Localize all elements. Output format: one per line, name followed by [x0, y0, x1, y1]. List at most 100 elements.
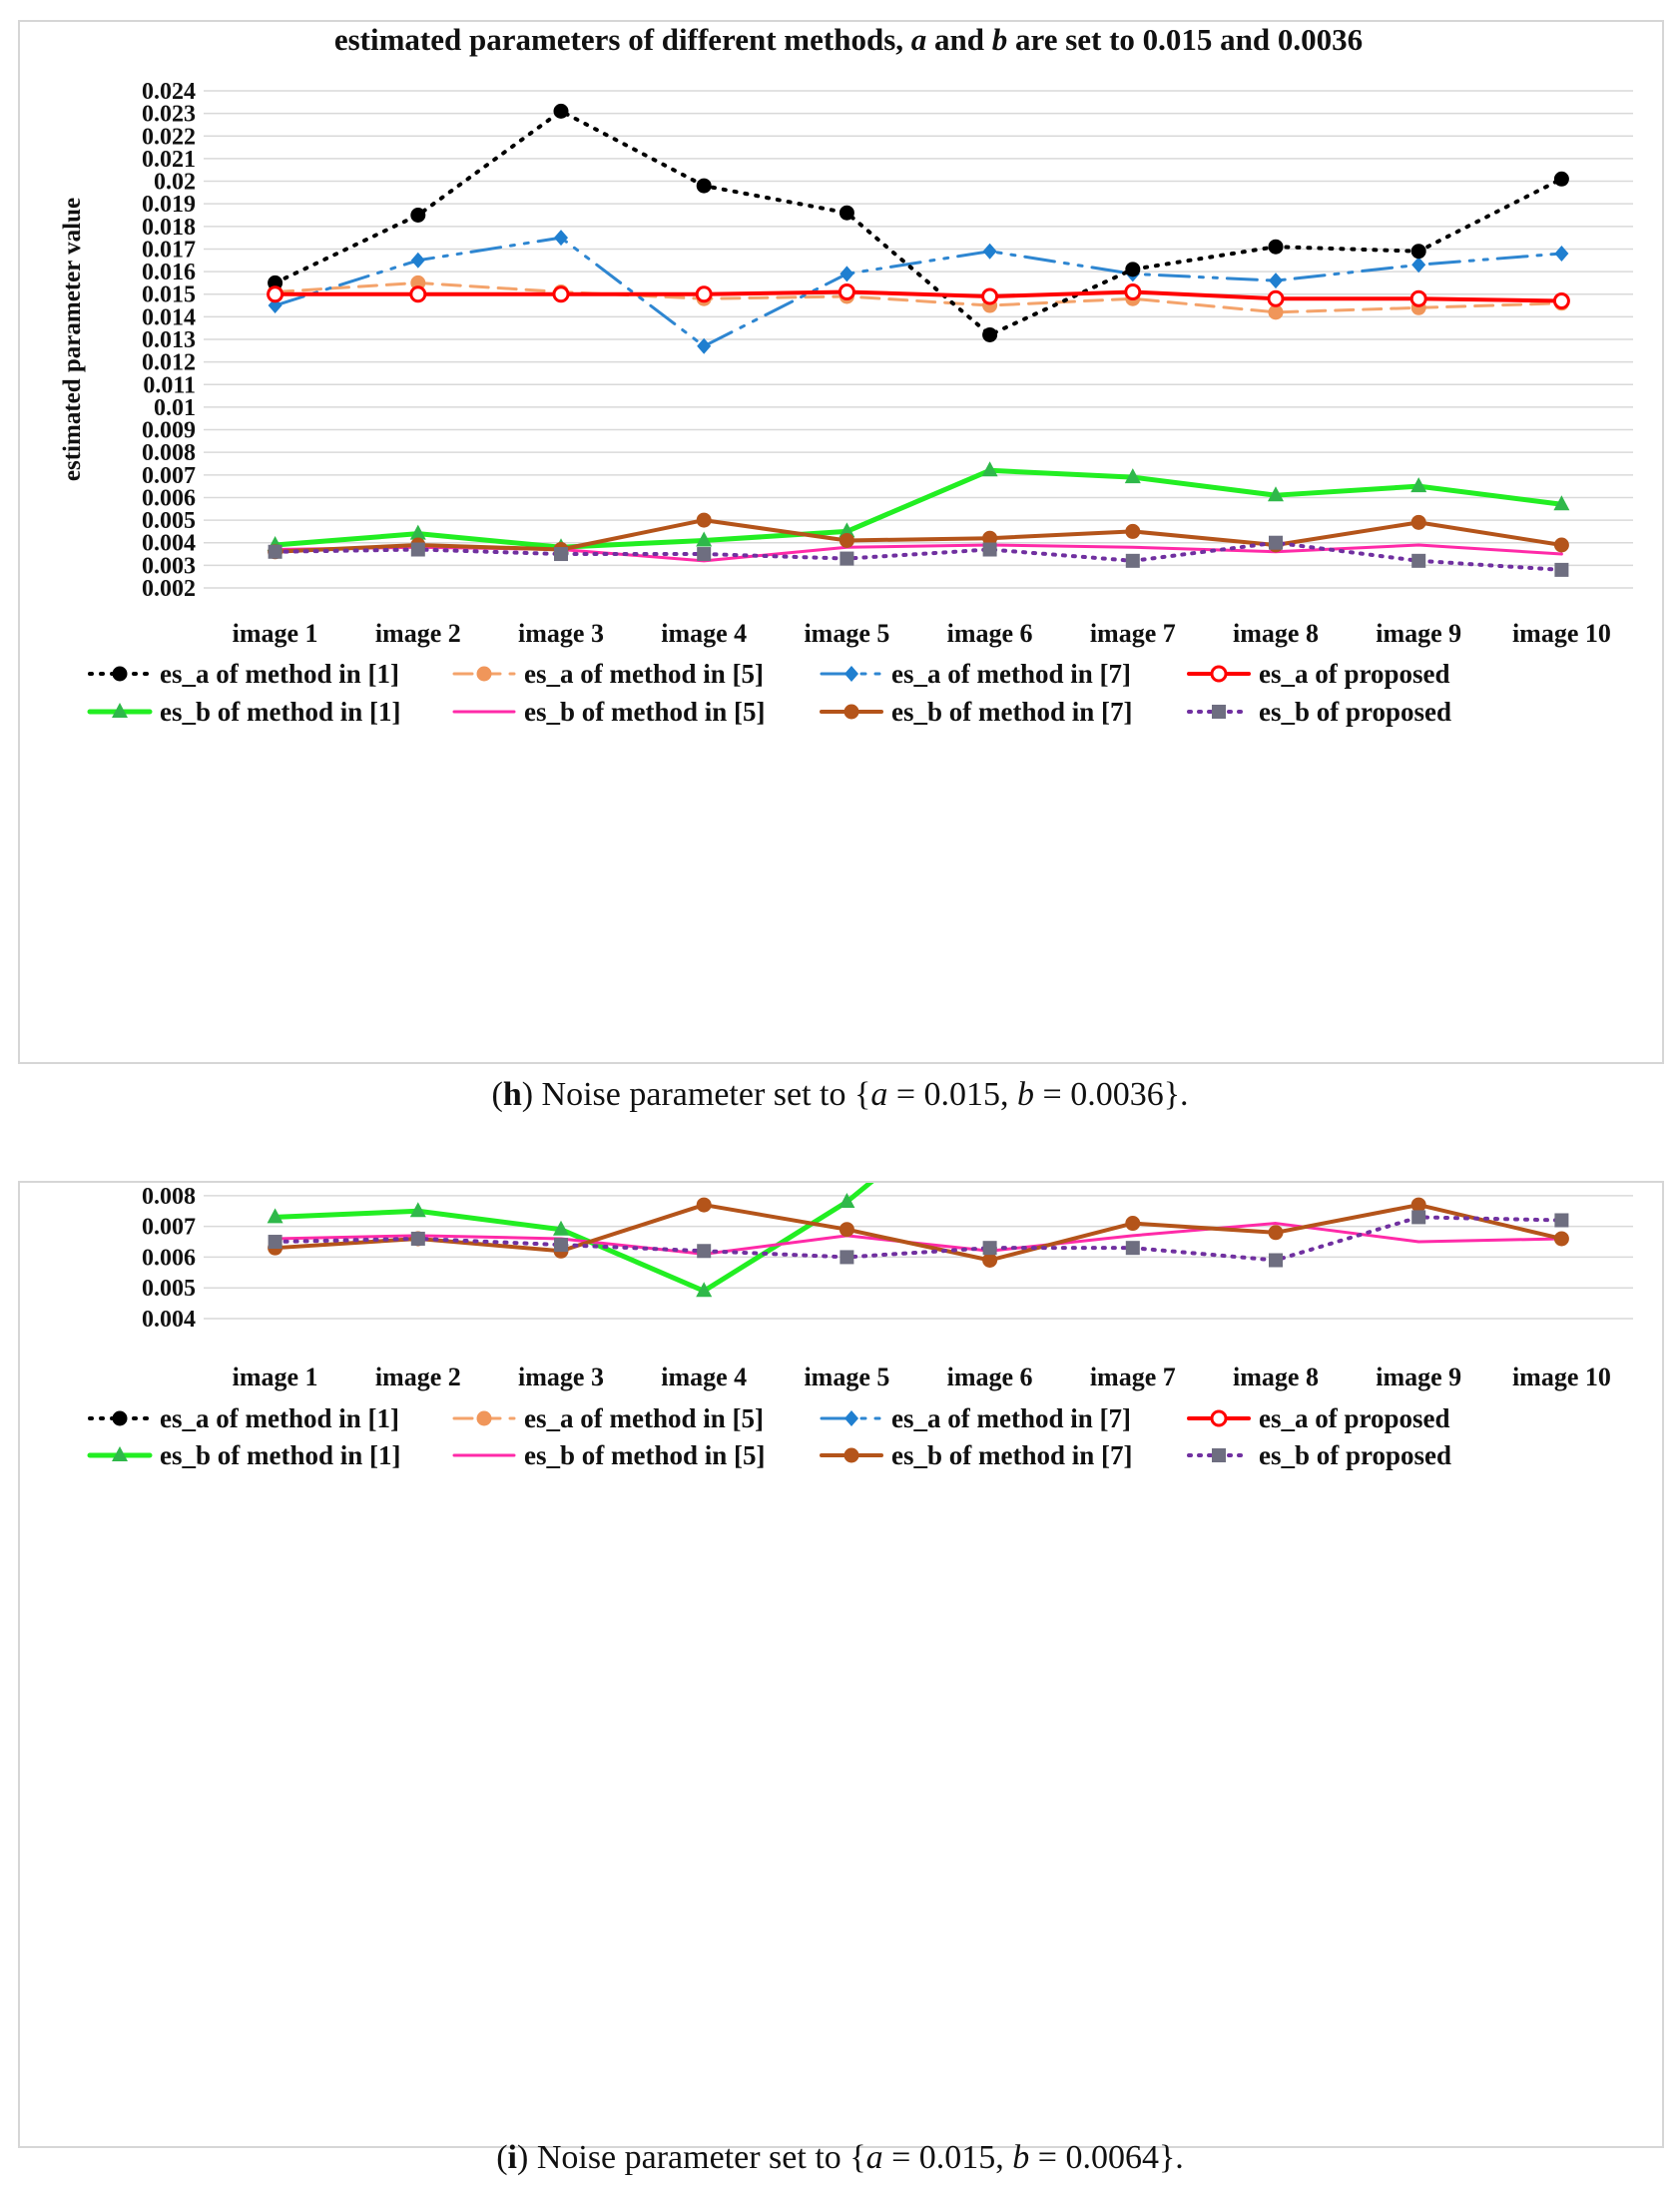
y-tick-label: 0.004 — [142, 531, 196, 557]
x-tick-label: image 2 — [375, 619, 461, 648]
data-point-es_b_m7 — [1410, 514, 1426, 530]
data-point-es_b_m1 — [696, 1282, 713, 1298]
caption-var-a: a — [870, 1076, 888, 1113]
caption-var-b: b — [1017, 1076, 1035, 1113]
data-point-es_b_m7 — [696, 1197, 712, 1213]
y-tick-label: 0.008 — [142, 1184, 196, 1210]
legend-label: es_a of proposed — [1259, 1403, 1450, 1433]
data-point-es_a_m7 — [840, 266, 854, 282]
series-line-es_b_m5 — [274, 1222, 1563, 1256]
x-tick-label: image 4 — [661, 619, 747, 648]
data-point-es_b_prop — [554, 1238, 568, 1253]
chart-panel-i: estimated parameters of different method… — [18, 686, 1664, 2148]
caption-var-b: b — [1012, 2139, 1030, 2176]
data-point-es_b_prop — [982, 542, 997, 557]
series-line-es_a_m1 — [273, 109, 1564, 337]
data-point-es_a_m5 — [1268, 304, 1284, 320]
line-chart-i: estimated parameters of different method… — [59, 686, 1633, 1470]
x-tick-label: image 10 — [1512, 619, 1611, 648]
series-line-es_a_m5 — [274, 280, 1563, 314]
data-point-es_b_prop — [1125, 1241, 1140, 1256]
data-point-es_b_m1 — [1410, 477, 1427, 493]
legend-marker-es_b_m1 — [112, 1446, 128, 1461]
y-tick-label: 0.015 — [142, 282, 196, 308]
data-point-es_b_m7 — [696, 512, 712, 528]
y-tick-label: 0.022 — [142, 124, 196, 150]
data-point-es_a_m7 — [697, 337, 712, 354]
x-tick-label: image 6 — [947, 1363, 1033, 1391]
data-point-es_a_m1 — [1125, 262, 1141, 277]
x-tick-label: image 3 — [518, 1363, 604, 1391]
data-point-es_a_m1 — [553, 103, 569, 119]
legend-marker-es_a_m7 — [844, 1410, 858, 1426]
chart-title-part: estimated parameters of different method… — [334, 22, 911, 57]
data-point-es_a_prop — [552, 285, 570, 303]
y-tick-label: 0.005 — [142, 508, 196, 534]
legend-label: es_b of proposed — [1259, 1440, 1451, 1470]
legend-label: es_b of method in [1] — [160, 697, 401, 727]
x-tick-label: image 10 — [1512, 1363, 1611, 1391]
legend-marker-es_a_m7 — [844, 666, 858, 682]
data-point-es_a_prop — [1409, 289, 1427, 307]
line-chart-h: estimated parameters of different method… — [59, 22, 1633, 727]
data-point-es_b_m1 — [981, 461, 998, 477]
legend-label: es_a of method in [1] — [160, 659, 399, 689]
data-point-es_a_m1 — [410, 208, 426, 223]
data-point-es_b_prop — [410, 1231, 425, 1246]
x-tick-label: image 9 — [1376, 1363, 1461, 1391]
legend-label: es_a of method in [1] — [160, 1403, 399, 1433]
data-point-es_a_prop — [409, 285, 427, 303]
data-point-es_b_m7 — [1268, 1225, 1284, 1241]
y-tick-label: 0.024 — [142, 79, 196, 105]
chart-title-part: are set to 0.015 and 0.0036 — [1007, 22, 1363, 57]
chart-title-part: a — [911, 22, 927, 57]
x-tick-label: image 9 — [1376, 619, 1461, 648]
data-point-es_a_prop — [267, 285, 284, 303]
caption-label: h — [502, 1076, 522, 1113]
x-tick-label: image 7 — [1090, 619, 1176, 648]
y-tick-label: 0.003 — [142, 553, 196, 579]
data-point-es_b_m1 — [1553, 495, 1570, 511]
y-tick-label: 0.005 — [142, 1276, 196, 1302]
data-point-es_b_prop — [840, 551, 854, 566]
caption-text: = 0.015, — [882, 2139, 1013, 2176]
data-point-es_b_m7 — [839, 532, 854, 548]
legend-marker-es_a_prop — [1210, 665, 1228, 683]
data-point-es_a_prop — [1124, 282, 1142, 300]
caption-text: = 0.0036}. — [1034, 1076, 1189, 1113]
y-tick-label: 0.023 — [142, 102, 196, 128]
y-tick-label: 0.01 — [154, 395, 196, 421]
data-point-es_b_prop — [697, 1244, 712, 1259]
data-point-es_b_m1 — [839, 522, 855, 538]
data-point-es_a_m1 — [1268, 239, 1284, 255]
data-point-es_b_m7 — [839, 1222, 854, 1238]
data-point-es_a_prop — [838, 282, 855, 300]
caption-i: (i) Noise parameter set to {a = 0.015, b… — [496, 2139, 1184, 2176]
data-point-es_a_m7 — [982, 243, 997, 260]
chart-group: estimated parameters of different method… — [59, 686, 1633, 1470]
y-tick-label: 0.013 — [142, 327, 196, 353]
data-point-es_a_m7 — [410, 252, 425, 269]
caption-label: i — [507, 2139, 517, 2176]
y-tick-label: 0.02 — [154, 170, 196, 196]
data-point-es_b_m7 — [1553, 537, 1569, 553]
caption-text: ) Noise parameter set to { — [517, 2139, 866, 2176]
y-tick-label: 0.016 — [142, 260, 196, 285]
series-line-es_b_prop — [273, 1215, 1564, 1263]
x-tick-label: image 3 — [518, 619, 604, 648]
legend-label: es_a of method in [5] — [524, 659, 764, 689]
y-tick-label: 0.012 — [142, 350, 196, 376]
data-point-es_a_m7 — [1411, 257, 1426, 274]
x-tick-label: image 1 — [233, 619, 318, 648]
legend-marker-es_a_m1 — [112, 666, 128, 682]
series-line-es_a_prop — [273, 289, 1564, 303]
legend-label: es_b of method in [5] — [524, 1440, 766, 1470]
data-point-es_b_prop — [1411, 553, 1426, 568]
series-line-es_b_m1 — [273, 467, 1564, 550]
data-point-es_b_m1 — [696, 531, 713, 547]
legend-label: es_b of method in [7] — [891, 1440, 1133, 1470]
legend-label: es_a of proposed — [1259, 659, 1450, 689]
data-point-es_b_m7 — [982, 1253, 998, 1268]
data-point-es_a_m7 — [1269, 273, 1283, 289]
legend-marker-es_b_m7 — [843, 704, 859, 720]
